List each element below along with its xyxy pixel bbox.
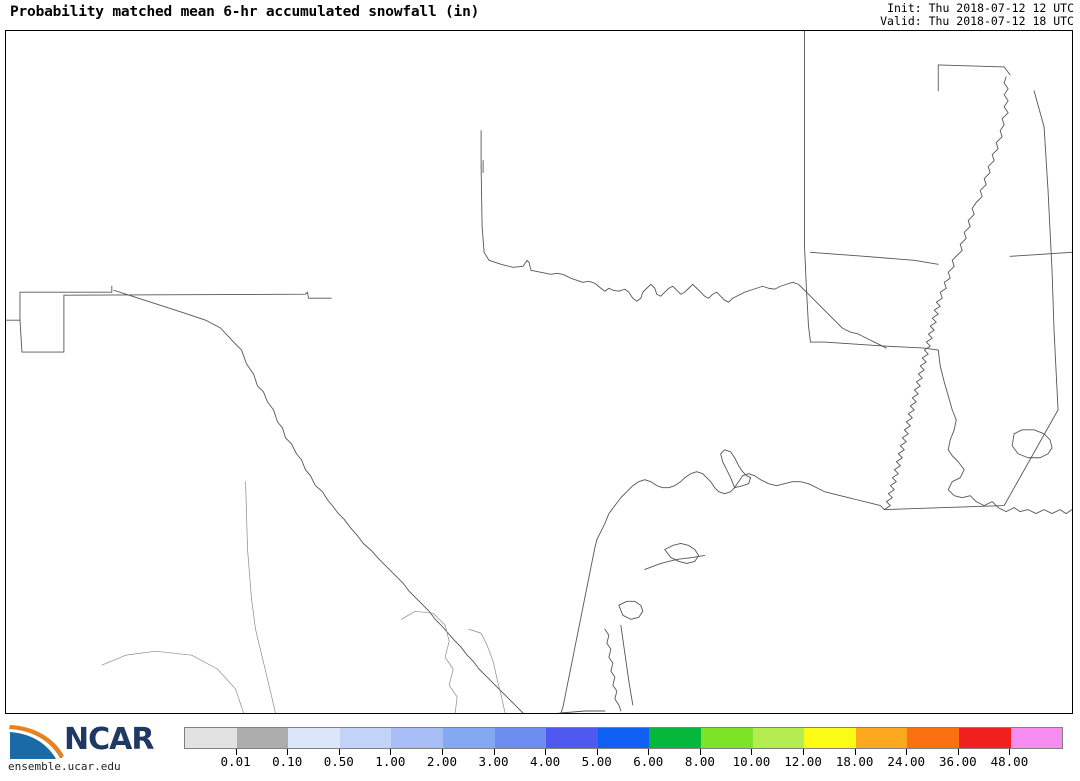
colorbar-ticks bbox=[184, 749, 1063, 755]
init-time-label: Init: Thu 2018-07-12 12 UTC bbox=[887, 1, 1074, 15]
ncar-logo-mark bbox=[8, 725, 64, 759]
colorbar-segment bbox=[752, 728, 805, 748]
colorbar-tick bbox=[235, 749, 237, 755]
colorbar-segments[interactable] bbox=[184, 727, 1063, 749]
colorbar-tick-label: 0.50 bbox=[323, 754, 354, 769]
boundary-texas-interior-4 bbox=[468, 628, 506, 713]
colorbar-tick bbox=[390, 749, 392, 755]
colorbar-tick bbox=[699, 749, 701, 755]
colorbar-tick bbox=[751, 749, 753, 755]
boundary-nm-tx-south bbox=[19, 291, 308, 353]
ncar-logo-text: NCAR bbox=[64, 722, 154, 757]
boundary-alabama-line bbox=[1009, 251, 1072, 257]
colorbar-tick-label: 18.00 bbox=[835, 754, 874, 769]
boundary-mexico-tamaulipas bbox=[557, 710, 606, 713]
colorbar-tick-label: 12.00 bbox=[784, 754, 822, 769]
boundary-tx-panhandle-west bbox=[306, 291, 332, 299]
colorbar-tick-label: 0.10 bbox=[272, 754, 303, 769]
colorbar-segment bbox=[391, 728, 443, 748]
coastline-texas-gulf bbox=[560, 471, 885, 713]
boundary-texas-interior-2 bbox=[101, 650, 244, 713]
colorbar-tick-label: 3.00 bbox=[478, 754, 509, 769]
boundary-texas-interior-3 bbox=[400, 610, 458, 713]
colorbar-tick-labels: 0.01 0.10 0.50 1.00 2.00 3.00 4.00 5.00 6.00 8.00… bbox=[184, 754, 1063, 774]
colorbar-tick-label: 8.00 bbox=[684, 754, 715, 769]
colorbar-tick bbox=[803, 749, 805, 755]
colorbar-tick bbox=[648, 749, 650, 755]
colorbar-tick bbox=[338, 749, 340, 755]
boundary-mississippi-south bbox=[883, 409, 1059, 511]
bay-matagorda bbox=[664, 543, 700, 564]
political-boundaries bbox=[6, 31, 1072, 713]
boundary-mississippi-north bbox=[937, 64, 1011, 76]
plot-footer: NCAR ensemble.ucar.edu 0.01 0.10 0.50 1.00 2… bbox=[0, 716, 1080, 781]
barrier-island-matagorda bbox=[644, 555, 706, 570]
colorbar-tick bbox=[596, 749, 598, 755]
colorbar-tick-label: 5.00 bbox=[581, 754, 612, 769]
boundary-oklahoma-east bbox=[804, 31, 811, 343]
boundary-mississippi-river bbox=[883, 76, 1009, 511]
colorbar-tick-label: 4.00 bbox=[530, 754, 561, 769]
page-title: Probability matched mean 6-hr accumulate… bbox=[10, 4, 480, 20]
colorbar-tick bbox=[906, 749, 908, 755]
plot-header: Probability matched mean 6-hr accumulate… bbox=[0, 0, 1080, 30]
bay-corpus-christi bbox=[618, 600, 644, 620]
colorbar-tick bbox=[545, 749, 547, 755]
colorbar-segment bbox=[546, 728, 598, 748]
colorbar-segment bbox=[494, 728, 547, 748]
colorbar-tick-label: 6.00 bbox=[633, 754, 664, 769]
colorbar-tick-label: 1.00 bbox=[375, 754, 406, 769]
bay-galveston bbox=[720, 449, 752, 489]
colorbar-tick bbox=[957, 749, 959, 755]
colorbar-segment bbox=[339, 728, 392, 748]
map-panel[interactable] bbox=[5, 30, 1073, 714]
boundary-louisiana-east bbox=[937, 349, 957, 421]
boundary-rio-grande bbox=[113, 289, 524, 713]
colorbar-segment bbox=[649, 728, 701, 748]
colorbar-segment bbox=[958, 728, 1011, 748]
map-canvas bbox=[6, 31, 1072, 713]
boundary-lake-pontchartrain bbox=[1011, 429, 1053, 459]
colorbar-segment bbox=[236, 728, 289, 748]
colorbar-segment bbox=[597, 728, 650, 748]
forecast-time-block: Init: Thu 2018-07-12 12 UTC Valid: Thu 2… bbox=[880, 2, 1074, 28]
colorbar-segment bbox=[700, 728, 753, 748]
colorbar-segment bbox=[855, 728, 908, 748]
colorbar-segment bbox=[804, 728, 856, 748]
colorbar-tick-label: 48.00 bbox=[990, 754, 1029, 769]
colorbar-tick bbox=[441, 749, 443, 755]
colorbar-segment bbox=[907, 728, 959, 748]
colorbar-tick-label: 10.00 bbox=[732, 754, 771, 769]
colorbar-tick bbox=[1009, 749, 1011, 755]
colorbar-tick-label: 2.00 bbox=[426, 754, 457, 769]
colorbar-tick-label: 0.01 bbox=[220, 754, 251, 769]
boundary-texas-north bbox=[480, 166, 887, 349]
boundary-texas-interior bbox=[245, 481, 276, 713]
colorbar-tick bbox=[287, 749, 289, 755]
ncar-logo[interactable]: NCAR ensemble.ucar.edu bbox=[6, 722, 176, 774]
boundary-new-mexico-east bbox=[6, 285, 113, 321]
map-background bbox=[6, 31, 1072, 713]
colorbar-segment bbox=[1010, 728, 1063, 748]
boundary-mississippi-east bbox=[1033, 90, 1059, 411]
coastline-laguna-madre bbox=[604, 628, 622, 712]
colorbar[interactable]: 0.01 0.10 0.50 1.00 2.00 3.00 4.00 5.00 6.00 8.00… bbox=[184, 727, 1063, 777]
barrier-island-padre bbox=[620, 624, 634, 706]
colorbar-segment bbox=[185, 728, 237, 748]
valid-time-label: Valid: Thu 2018-07-12 18 UTC bbox=[880, 14, 1074, 28]
colorbar-tick bbox=[493, 749, 495, 755]
boundary-arkansas-north bbox=[810, 251, 939, 265]
coastline-louisiana bbox=[947, 419, 1072, 515]
colorbar-tick-label: 36.00 bbox=[938, 754, 977, 769]
colorbar-segment bbox=[288, 728, 340, 748]
colorbar-tick bbox=[854, 749, 856, 755]
ncar-logo-url: ensemble.ucar.edu bbox=[8, 760, 121, 773]
colorbar-segment bbox=[442, 728, 495, 748]
colorbar-tick-label: 24.00 bbox=[887, 754, 926, 769]
